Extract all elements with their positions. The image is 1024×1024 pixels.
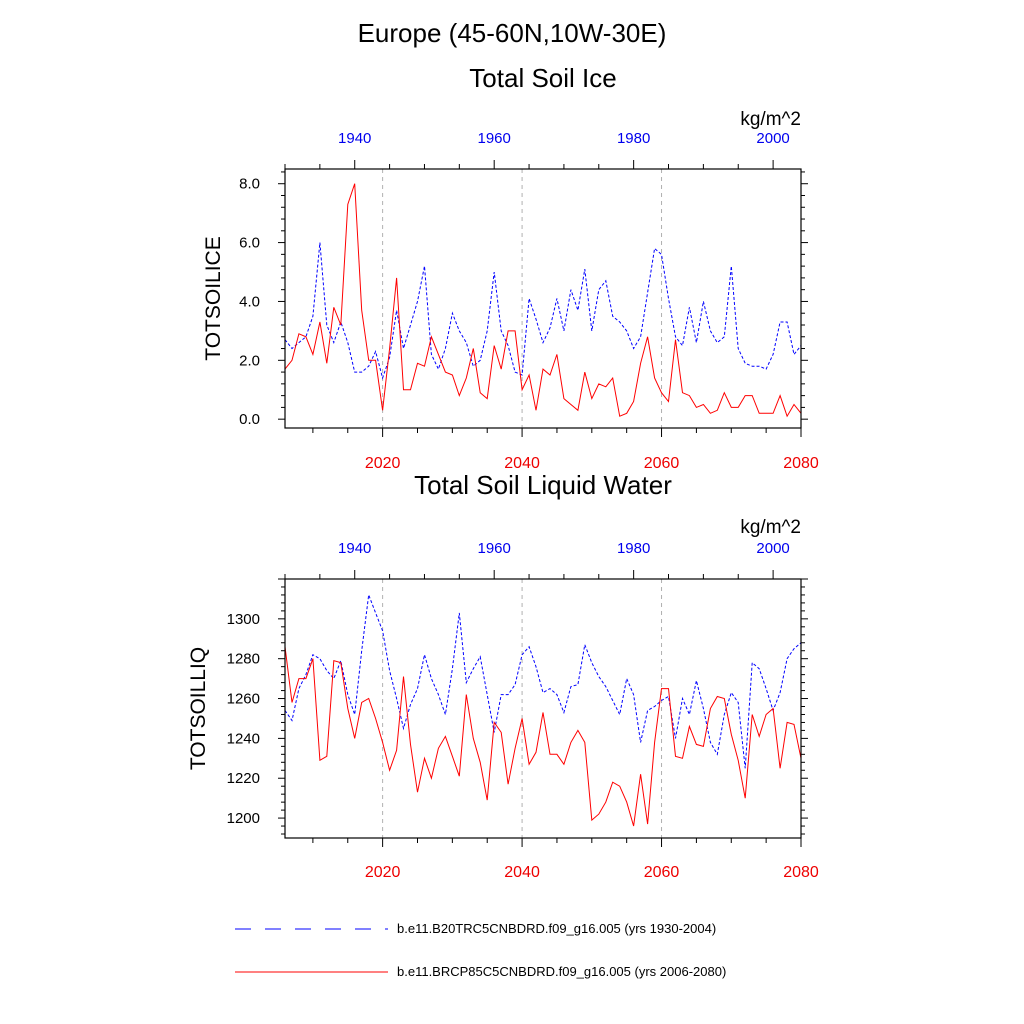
x-bottom-tick-label: 2040 [504, 864, 540, 881]
units-label: kg/m^2 [740, 517, 801, 538]
y-tick-label: 8.0 [239, 176, 260, 193]
x-top-tick-label: 2000 [756, 130, 789, 147]
y-axis-label: TOTSOILLIQ [187, 647, 210, 770]
y-tick-label: 1260 [227, 691, 260, 708]
x-top-tick-label: 1980 [617, 130, 650, 147]
series-line-rcp85 [285, 646, 801, 827]
y-tick-label: 1300 [227, 611, 260, 628]
plot-frame [284, 168, 802, 429]
x-bottom-tick-label: 2080 [783, 455, 819, 472]
legend-label-rcp85: b.e11.BRCP85C5CNBDRD.f09_g16.005 (yrs 20… [397, 964, 726, 979]
x-bottom-tick-label: 2060 [644, 455, 680, 472]
x-bottom-tick-label: 2020 [365, 864, 401, 881]
y-tick-label: 1280 [227, 651, 260, 668]
panel-title: Total Soil Liquid Water [414, 470, 672, 500]
y-tick-label: 0.0 [239, 411, 260, 428]
y-axis-label: TOTSOILICE [202, 236, 225, 360]
soil-ice-panel: Total Soil Ice kg/m^2 TOTSOILICE 0.0 2.0 4.0 6… [202, 63, 819, 472]
x-top-tick-label: 1960 [478, 130, 511, 147]
x-top-tick-label: 2000 [756, 540, 789, 557]
x-bottom-tick-label: 2020 [365, 455, 401, 472]
x-bottom-tick-label: 2060 [644, 864, 680, 881]
series-line-historical [285, 242, 801, 380]
series-line-rcp85 [285, 183, 801, 418]
legend: b.e11.B20TRC5CNBDRD.f09_g16.005 (yrs 193… [235, 921, 726, 979]
soil-liquid-panel: Total Soil Liquid Water kg/m^2 TOTSOILLIQ 1… [187, 470, 819, 881]
x-top-tick-label: 1940 [338, 130, 371, 147]
y-tick-label: 4.0 [239, 293, 260, 310]
figure-title: Europe (45-60N,10W-30E) [358, 18, 667, 48]
plot-frame [284, 578, 802, 839]
legend-label-historical: b.e11.B20TRC5CNBDRD.f09_g16.005 (yrs 193… [397, 921, 716, 936]
y-tick-label: 2.0 [239, 352, 260, 369]
x-bottom-tick-label: 2040 [504, 455, 540, 472]
x-top-tick-label: 1960 [478, 540, 511, 557]
y-tick-label: 1220 [227, 770, 260, 787]
x-top-tick-label: 1940 [338, 540, 371, 557]
x-bottom-tick-label: 2080 [783, 864, 819, 881]
x-top-tick-label: 1980 [617, 540, 650, 557]
y-tick-label: 1200 [227, 810, 260, 827]
y-tick-label: 1240 [227, 730, 260, 747]
y-tick-label: 6.0 [239, 235, 260, 252]
panel-title: Total Soil Ice [469, 63, 616, 93]
units-label: kg/m^2 [740, 109, 801, 130]
series-line-historical [285, 594, 801, 769]
